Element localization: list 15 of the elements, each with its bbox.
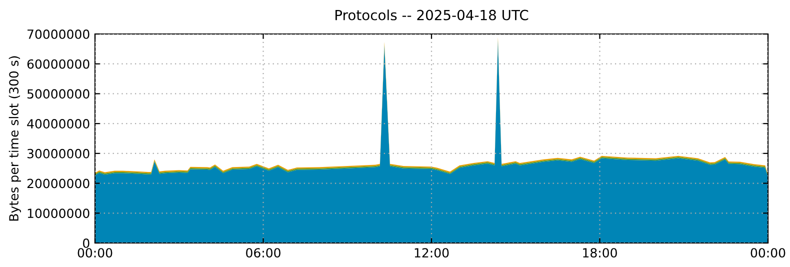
y-tick-label: 20000000 — [27, 178, 90, 188]
chart-title: Protocols -- 2025-04-18 UTC — [336, 10, 528, 20]
x-tick-label: 12:00 — [414, 248, 449, 258]
y-tick-label: 60000000 — [27, 59, 90, 69]
y-tick-label: 0 — [83, 238, 90, 248]
y-tick-label: 30000000 — [27, 148, 90, 158]
x-tick-label: 06:00 — [246, 248, 280, 258]
y-axis-title: Bytes per time slot (300 s) — [8, 56, 21, 221]
x-tick-label: 00:00 — [78, 248, 112, 258]
y-tick-label: 70000000 — [28, 29, 90, 39]
x-tick-label: 18:00 — [583, 248, 617, 258]
y-tick-label: 50000000 — [27, 89, 90, 99]
y-tick-label: 40000000 — [27, 119, 90, 128]
x-tick-label: 00:00 — [750, 248, 786, 258]
y-tick-label: 10000000 — [28, 208, 90, 218]
